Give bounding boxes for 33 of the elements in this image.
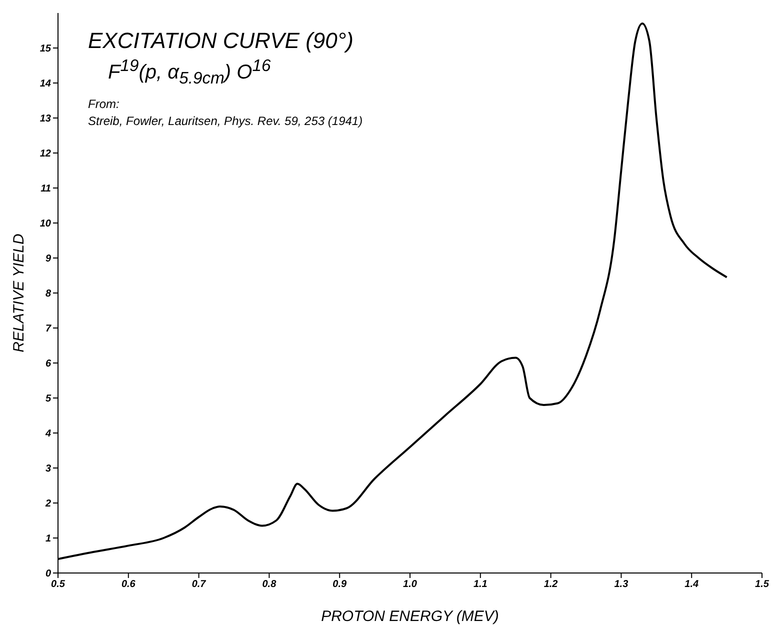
x-axis-title: PROTON ENERGY (MEV) [321,608,499,625]
x-tick-label: 1.1 [473,579,488,590]
annotation: Streib, Fowler, Lauritsen, Phys. Rev. 59, 253 (1941) [88,113,363,130]
annotation: From: [88,96,120,113]
y-tick-label: 0 [45,568,52,580]
y-tick-label: 4 [44,428,52,440]
y-tick-label: 13 [40,114,52,125]
x-tick-label: 0.6 [121,579,136,590]
y-tick-label: 2 [44,498,52,510]
x-tick-label: 0.5 [51,579,66,590]
x-tick-label: 1.4 [684,579,699,590]
text: EXCITATION CURVE (90°) [88,28,354,54]
x-tick-label: 1.5 [755,579,770,590]
y-tick-label: 8 [45,288,52,300]
y-tick-label: 14 [40,78,52,90]
y-tick-label: 10 [40,218,52,230]
y-tick-label: 11 [40,184,52,195]
x-tick-label: 0.8 [262,579,277,590]
y-tick-label: 1 [45,534,52,545]
y-tick-label: 5 [45,394,52,405]
y-tick-label: 3 [45,464,52,475]
text: F$^{19}$(p, α$_{5.9cm}$) O$^{16}$ [108,56,271,89]
x-tick-label: 1.0 [403,579,418,590]
x-tick-label: 1.3 [614,579,629,590]
x-tick-label: 1.2 [544,579,558,590]
y-tick-label: 15 [40,44,52,55]
y-tick-label: 7 [45,324,52,335]
y-tick-label: 12 [40,148,52,160]
y-tick-label: 6 [45,358,52,370]
y-tick-label: 9 [45,254,52,265]
x-tick-label: 0.9 [332,579,347,590]
x-tick-label: 0.7 [192,579,206,590]
y-axis-title: RELATIVE YIELD [10,234,28,352]
